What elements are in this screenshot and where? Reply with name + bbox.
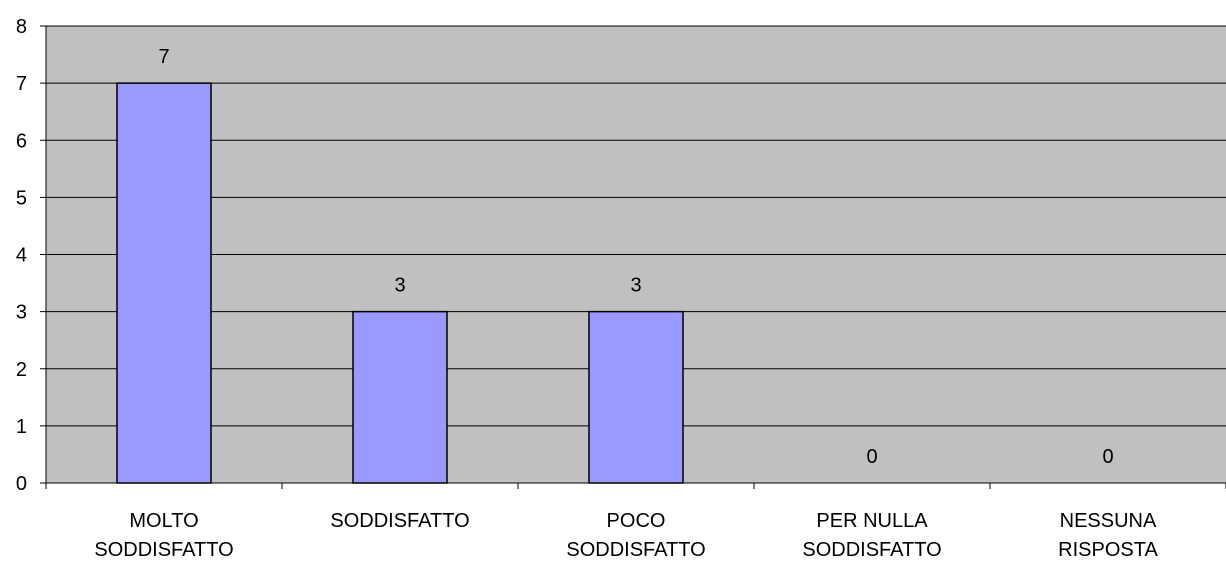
x-tick-label-2: POCO SODDISFATTO	[566, 510, 705, 561]
y-tick-label-6: 6	[16, 130, 27, 152]
bar-1	[352, 310, 448, 484]
x-tick-label-4: NESSUNA RISPOSTA	[1058, 510, 1158, 561]
y-tick-label-5: 5	[16, 187, 27, 209]
x-tick-label-3: PER NULLA SODDISFATTO	[802, 510, 941, 561]
data-label-1: 3	[394, 275, 405, 297]
y-tick-label-0: 0	[16, 473, 27, 495]
y-tick-label-7: 7	[16, 73, 27, 95]
y-tick-label-2: 2	[16, 359, 27, 381]
axes	[40, 25, 1226, 489]
bars	[116, 82, 684, 484]
data-label-4: 0	[1102, 446, 1113, 468]
bar-2	[588, 310, 684, 484]
y-tick-label-4: 4	[16, 245, 27, 267]
data-label-2: 3	[630, 275, 641, 297]
x-tick-label-0: MOLTO SODDISFATTO	[94, 510, 233, 561]
y-tick-label-1: 1	[16, 416, 27, 438]
y-tick-label-8: 8	[16, 16, 27, 38]
labels: 7 3 3 0 0 0 1 2 3 4 5 6 7 8 MOLTO SODDISFATTO SODDISFATT…	[16, 16, 1159, 561]
bar-0	[116, 82, 212, 484]
data-label-3: 0	[866, 446, 877, 468]
x-tick-label-1: SODDISFATTO	[330, 510, 469, 532]
y-tick-label-3: 3	[16, 302, 27, 324]
data-label-0: 7	[158, 46, 169, 68]
